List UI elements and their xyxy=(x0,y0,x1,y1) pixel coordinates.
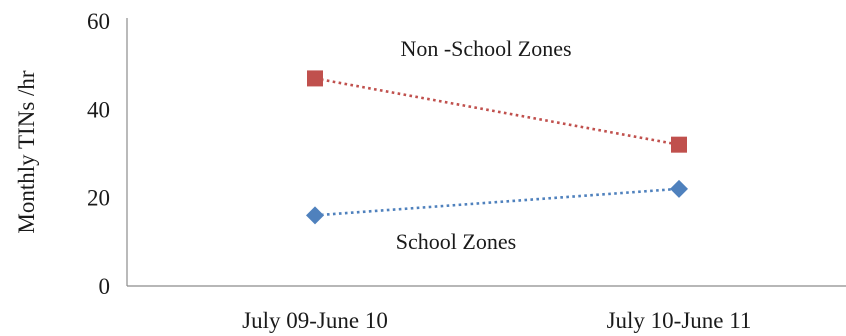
x-tick-label: July 09-June 10 xyxy=(242,308,388,333)
y-tick-label: 0 xyxy=(99,274,111,299)
y-tick-label: 20 xyxy=(87,186,110,211)
series-line-school xyxy=(314,187,680,217)
data-point-school xyxy=(670,179,688,198)
x-tick-label: July 10-June 11 xyxy=(607,308,752,333)
y-tick-label: 60 xyxy=(87,9,110,34)
series-markers xyxy=(306,70,688,225)
axes xyxy=(126,18,846,287)
y-tick-labels: 0 20 40 60 xyxy=(87,9,110,299)
annotations: Non -School Zones School Zones xyxy=(396,36,572,254)
data-point-non-school xyxy=(307,70,323,87)
data-point-school xyxy=(306,206,324,225)
y-tick-label: 40 xyxy=(87,97,110,122)
data-point-non-school xyxy=(671,136,687,153)
series-lines xyxy=(314,77,680,217)
x-tick-labels: July 09-June 10 July 10-June 11 xyxy=(242,308,751,333)
annotation-school: School Zones xyxy=(396,229,516,254)
y-axis-label: Monthly TINs /hr xyxy=(14,70,39,233)
annotation-non-school: Non -School Zones xyxy=(400,36,571,61)
series-line-non-school xyxy=(314,77,680,146)
